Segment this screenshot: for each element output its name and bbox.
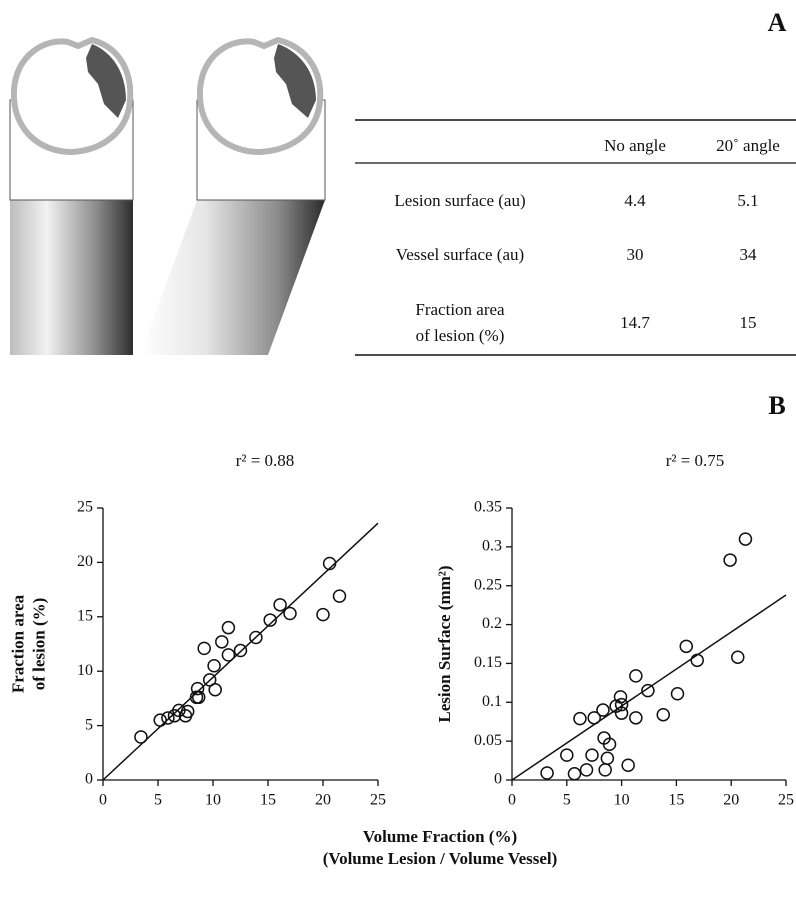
- vessel-angled: [140, 36, 326, 355]
- table-row-label: Lesion surface (au): [394, 191, 525, 210]
- point: [629, 711, 643, 725]
- point: [540, 766, 554, 780]
- point: [613, 690, 628, 704]
- panel-label: A: [768, 8, 787, 37]
- point: [585, 748, 599, 762]
- x-tick-label: 20: [723, 792, 739, 809]
- point: [215, 635, 229, 649]
- point: [629, 669, 643, 683]
- point: [723, 553, 737, 567]
- point: [614, 706, 629, 720]
- point: [283, 606, 297, 621]
- point: [567, 767, 582, 781]
- x-tick-label: 5: [563, 792, 571, 809]
- point: [600, 751, 615, 765]
- point: [233, 643, 248, 658]
- x-tick-label: 0: [508, 792, 516, 809]
- point: [249, 630, 263, 645]
- point: [614, 697, 629, 712]
- y-axis-label: of lesion (%): [29, 598, 48, 691]
- point: [621, 758, 635, 772]
- table-cell: 15: [740, 313, 757, 332]
- x-tick-label: 0: [99, 792, 107, 809]
- x-tick-label: 25: [778, 792, 794, 809]
- point: [573, 711, 587, 726]
- y-tick-label: 0.15: [474, 654, 502, 671]
- y-tick-label: 25: [77, 499, 93, 516]
- y-tick-label: 0.35: [474, 499, 502, 516]
- panel-label: B: [768, 391, 785, 420]
- table-row-label: of lesion (%): [416, 326, 505, 345]
- point: [670, 686, 685, 701]
- point: [161, 711, 175, 725]
- point: [322, 556, 337, 571]
- y-tick-label: 0.25: [474, 576, 502, 593]
- y-tick-label: 0: [85, 771, 93, 788]
- point: [679, 639, 694, 654]
- y-tick-label: 0.1: [482, 693, 502, 710]
- point: [263, 613, 277, 627]
- y-tick-label: 5: [85, 716, 93, 733]
- point: [273, 598, 287, 612]
- fit-line: [102, 522, 379, 781]
- y-tick-label: 0.05: [474, 732, 502, 749]
- point: [560, 748, 574, 762]
- table-row-label: Vessel surface (au): [396, 245, 524, 264]
- point: [731, 650, 745, 664]
- y-tick-label: 0.2: [482, 615, 502, 632]
- point: [641, 683, 655, 698]
- y-tick-label: 0.3: [482, 538, 502, 555]
- point: [191, 690, 206, 705]
- y-axis-label: Fraction area: [8, 594, 27, 693]
- x-tick-label: 15: [668, 792, 684, 809]
- table-header: No angle: [604, 136, 666, 155]
- y-tick-label: 10: [77, 662, 93, 679]
- y-tick-label: 15: [77, 607, 93, 624]
- point: [579, 763, 594, 777]
- point: [602, 737, 617, 752]
- table-row-label: Fraction area: [415, 300, 505, 319]
- point: [690, 653, 704, 668]
- annotation: r² = 0.75: [666, 451, 725, 470]
- point: [190, 681, 205, 696]
- point: [598, 763, 612, 777]
- x-tick-label: 5: [154, 792, 162, 809]
- x-axis-label: (Volume Lesion / Volume Vessel): [323, 849, 558, 868]
- point: [738, 532, 753, 546]
- x-tick-label: 20: [315, 792, 331, 809]
- y-tick-label: 20: [77, 553, 93, 570]
- y-tick-label: 0: [494, 771, 502, 788]
- table-cell: 34: [740, 245, 758, 264]
- point: [596, 703, 610, 717]
- x-axis-label: Volume Fraction (%): [363, 827, 517, 846]
- point: [221, 620, 236, 635]
- y-axis-label: Lesion Surface (mm²): [435, 565, 454, 722]
- table-header: 20˚ angle: [716, 136, 780, 155]
- table-cell: 5.1: [737, 191, 758, 210]
- point: [207, 659, 221, 673]
- point: [153, 713, 167, 727]
- fit-line: [511, 594, 787, 781]
- annotation: r² = 0.88: [236, 451, 295, 470]
- point: [134, 730, 148, 744]
- table-cell: 4.4: [624, 191, 646, 210]
- point: [208, 682, 222, 697]
- point: [332, 589, 347, 603]
- x-tick-label: 15: [260, 792, 276, 809]
- x-tick-label: 25: [370, 792, 386, 809]
- point: [656, 707, 670, 722]
- table-cell: 30: [627, 245, 644, 264]
- point: [587, 711, 601, 725]
- point: [221, 648, 236, 662]
- point: [197, 641, 211, 656]
- point: [316, 607, 330, 622]
- x-tick-label: 10: [614, 792, 630, 809]
- x-tick-label: 10: [205, 792, 221, 809]
- vessel-straight: [9, 36, 134, 355]
- point: [180, 704, 195, 719]
- table-cell: 14.7: [620, 313, 650, 332]
